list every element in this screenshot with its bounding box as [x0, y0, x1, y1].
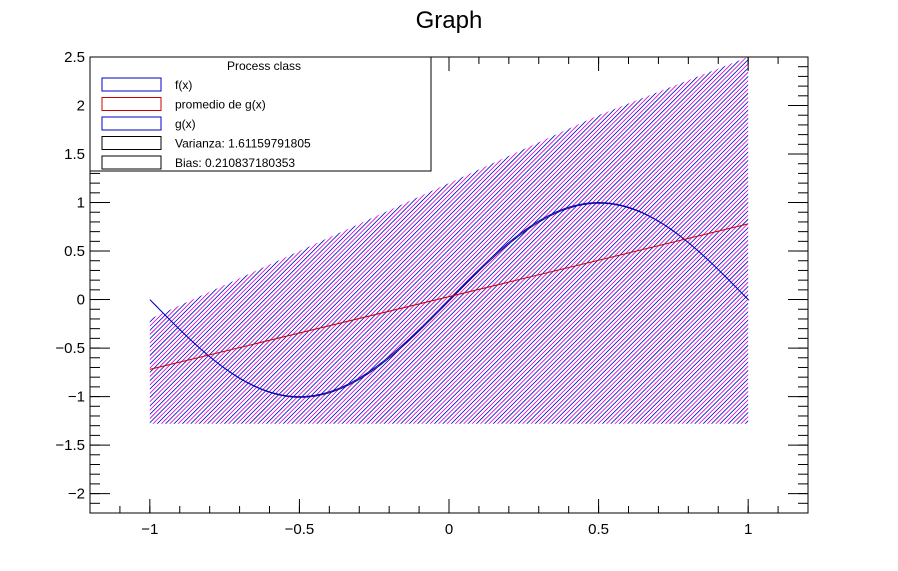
legend-label: g(x)	[175, 117, 196, 131]
y-tick-label: −1	[68, 389, 85, 406]
x-tick-label: −0.5	[285, 521, 315, 538]
legend: Process class f(x) promedio de g(x) g(x) Va…	[89, 56, 432, 172]
chart-title: Graph	[416, 7, 483, 34]
y-tick-label: 2.5	[64, 49, 85, 66]
legend-label: promedio de g(x)	[175, 98, 266, 112]
x-tick-label: −1	[141, 521, 158, 538]
legend-swatch	[101, 77, 162, 92]
y-tick-label: 0.5	[64, 243, 85, 260]
x-tick-label: 0	[445, 521, 453, 538]
y-tick-label: −2	[68, 486, 85, 503]
promedio-line	[149, 223, 749, 370]
legend-swatch	[101, 136, 162, 150]
legend-label: Bias: 0.210837180353	[175, 156, 295, 170]
y-tick-label: 1	[77, 195, 85, 212]
legend-label: Varianza: 1.61159791805	[175, 137, 311, 151]
y-tick-label: −1.5	[55, 437, 85, 454]
y-tick-label: 0	[77, 292, 85, 309]
series-lines	[149, 202, 750, 398]
legend-swatch	[101, 155, 162, 170]
legend-header: Process class	[227, 59, 301, 73]
fx-curve	[149, 202, 749, 398]
axes: −1 −0.5 0 0.5 1 −2 −1.5 −1 −0.5 0 0.5 1 1.5 2 2.5	[55, 49, 809, 538]
x-tick-label: 1	[744, 521, 752, 538]
legend-box	[89, 56, 432, 172]
legend-label: f(x)	[175, 78, 192, 92]
legend-swatch	[101, 116, 162, 131]
x-tick-label: 0.5	[588, 521, 609, 538]
y-tick-label: −0.5	[55, 340, 85, 357]
y-tick-label: 1.5	[64, 146, 85, 163]
legend-swatch	[101, 97, 162, 111]
y-tick-label: 2	[77, 98, 85, 115]
